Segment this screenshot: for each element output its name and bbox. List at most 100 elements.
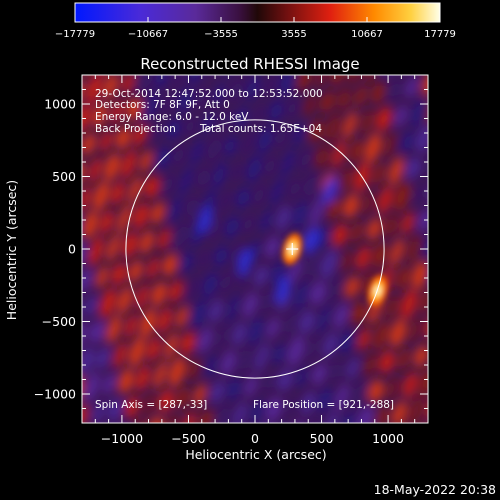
x-tick-label: 500 <box>310 431 334 446</box>
image-blob <box>121 148 137 180</box>
image-blob <box>428 417 449 451</box>
image-blob <box>429 259 446 285</box>
image-blob <box>376 106 392 132</box>
image-blob <box>291 200 309 230</box>
image-blob <box>266 316 280 340</box>
image-blob <box>383 214 399 238</box>
image-blob <box>316 226 330 250</box>
image-blob <box>273 421 287 423</box>
image-blob <box>201 111 215 135</box>
image-blob <box>297 75 311 91</box>
image-blob <box>128 175 142 205</box>
image-blob <box>199 409 213 423</box>
image-blob <box>255 341 269 373</box>
image-blob <box>232 321 246 347</box>
image-blob <box>359 108 375 136</box>
image-blob <box>252 181 268 209</box>
image-blob <box>106 314 122 344</box>
image-blob <box>301 390 315 416</box>
chart-title: Reconstructed RHESSI Image <box>140 55 359 73</box>
image-blob <box>106 233 120 263</box>
image-blob <box>197 247 211 271</box>
image-blob <box>193 383 207 407</box>
image-blob <box>201 270 219 300</box>
image-blob <box>272 342 286 366</box>
image-blob <box>346 356 360 380</box>
image-blob <box>349 138 363 164</box>
image-blob <box>92 180 110 212</box>
x-tick-label: −500 <box>171 431 205 446</box>
image-blob <box>304 252 320 282</box>
image-blob <box>263 75 277 100</box>
image-blob <box>317 303 331 335</box>
x-tick-label: 0 <box>251 431 259 446</box>
image-blob <box>385 294 399 320</box>
image-blob <box>219 268 235 296</box>
image-blob <box>372 161 386 187</box>
image-blob <box>332 223 348 247</box>
image-blob <box>320 90 334 114</box>
image-blob <box>412 182 426 206</box>
colorbar-tick-label: −3555 <box>204 29 238 40</box>
image-blob <box>111 262 127 286</box>
image-blob <box>244 374 258 398</box>
colorbar-ticks: −17779 −10667 −3555 3555 10667 17779 <box>55 17 456 40</box>
image-blob <box>336 87 352 111</box>
image-blob <box>237 266 251 292</box>
image-blob <box>333 302 349 330</box>
image-blob <box>111 180 125 206</box>
image-blob <box>172 141 188 169</box>
image-blob <box>245 75 261 102</box>
image-blob <box>161 88 175 118</box>
image-blob <box>125 395 139 419</box>
annotation-flare-position: Flare Position = [921,-288] <box>253 399 394 411</box>
image-blob <box>184 194 200 220</box>
image-blob <box>107 398 123 422</box>
image-blob <box>314 75 328 89</box>
image-blob <box>287 335 305 367</box>
image-blob <box>254 264 268 288</box>
image-blob <box>180 250 194 274</box>
image-blob <box>113 44 132 71</box>
image-blob <box>266 396 282 422</box>
image-blob <box>82 321 87 349</box>
image-blob <box>386 375 400 401</box>
image-blob <box>324 410 338 423</box>
image-blob <box>415 124 428 154</box>
image-blob <box>405 75 419 99</box>
image-blob <box>168 195 182 225</box>
image-blob <box>91 401 105 423</box>
image-blob <box>118 368 134 394</box>
image-blob <box>356 405 374 423</box>
image-blob <box>249 398 265 423</box>
image-blob <box>82 404 88 423</box>
image-blob <box>299 309 315 335</box>
image-blob <box>288 256 302 284</box>
image-blob <box>328 359 344 383</box>
image-blob <box>88 156 102 184</box>
image-blob <box>184 114 198 138</box>
image-blob <box>58 269 79 296</box>
image-blob <box>129 259 143 283</box>
image-blob <box>195 165 211 191</box>
image-blob <box>357 327 371 351</box>
image-blob <box>110 99 124 125</box>
image-blob <box>117 203 131 235</box>
image-blob <box>140 229 154 255</box>
image-blob <box>157 306 173 334</box>
image-blob <box>176 386 190 410</box>
image-blob <box>330 75 346 87</box>
image-blob <box>388 156 404 186</box>
image-blob <box>58 189 77 216</box>
image-blob <box>150 120 164 144</box>
image-blob <box>153 360 167 390</box>
image-blob <box>337 166 353 194</box>
info-annotations: 29-Oct-2014 12:47:52.000 to 12:53:52.000… <box>95 88 394 411</box>
image-blob <box>82 268 92 292</box>
image-blob <box>205 133 223 165</box>
image-blob <box>146 256 160 280</box>
axis-ticks: −1000 −500 0 500 1000 −1000 −500 0 500 1000 <box>34 75 428 446</box>
image-blob <box>390 237 404 267</box>
image-blob <box>60 49 81 83</box>
image-blob <box>354 84 368 108</box>
